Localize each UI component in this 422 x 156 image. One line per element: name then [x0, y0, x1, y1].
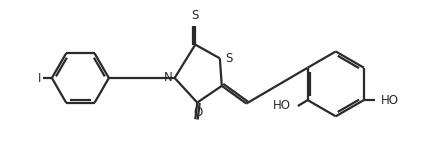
- Text: S: S: [192, 9, 199, 22]
- Text: I: I: [38, 71, 41, 85]
- Text: N: N: [164, 71, 173, 83]
- Text: HO: HO: [381, 94, 398, 107]
- Text: HO: HO: [273, 100, 291, 112]
- Text: O: O: [193, 106, 202, 119]
- Text: S: S: [225, 52, 232, 65]
